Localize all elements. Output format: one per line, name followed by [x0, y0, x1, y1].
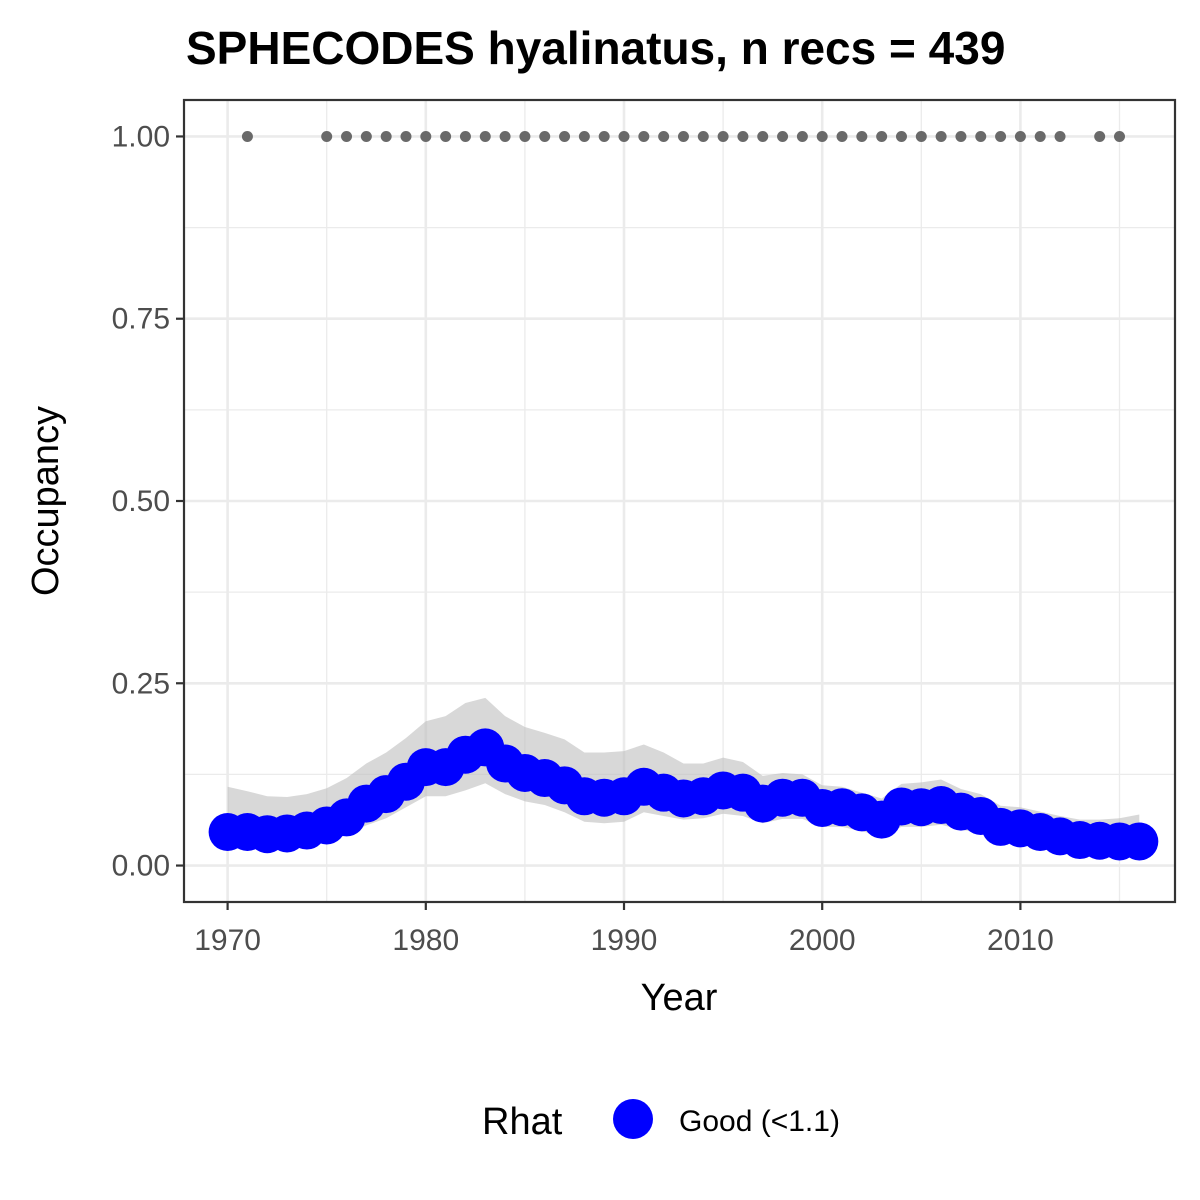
record-point: [459, 130, 471, 142]
record-point: [360, 130, 372, 142]
record-point: [1054, 130, 1066, 142]
legend-label-good: Good (<1.1): [679, 1105, 840, 1138]
record-point: [559, 130, 571, 142]
record-points-layer: [241, 130, 1126, 142]
record-point: [757, 130, 769, 142]
plot-panel: [182, 98, 1177, 904]
x-tick-label: 2010: [987, 924, 1054, 957]
record-point: [717, 130, 729, 142]
legend-title: Rhat: [482, 1101, 563, 1143]
occupancy-points-layer: [208, 728, 1159, 861]
y-tick-label: 0.00: [112, 850, 170, 883]
record-point: [638, 130, 650, 142]
record-point: [400, 130, 412, 142]
record-point: [995, 130, 1007, 142]
record-point: [321, 130, 333, 142]
legend: Rhat Good (<1.1): [482, 1099, 840, 1143]
record-point: [677, 130, 689, 142]
y-axis: 0.00 0.25 0.50 0.75 1.00: [112, 120, 184, 883]
record-point: [915, 130, 927, 142]
record-point: [241, 130, 253, 142]
record-point: [618, 130, 630, 142]
record-point: [440, 130, 452, 142]
record-point: [380, 130, 392, 142]
record-point: [816, 130, 828, 142]
record-point: [658, 130, 670, 142]
record-point: [856, 130, 868, 142]
record-point: [836, 130, 848, 142]
x-tick-label: 2000: [789, 924, 856, 957]
y-axis-title: Occupancy: [25, 406, 67, 596]
record-point: [499, 130, 511, 142]
record-point: [539, 130, 551, 142]
record-point: [796, 130, 808, 142]
x-tick-label: 1970: [194, 924, 261, 957]
record-point: [895, 130, 907, 142]
record-point: [777, 130, 789, 142]
x-axis: 1970 1980 1990 2000 2010: [194, 902, 1054, 957]
record-point: [737, 130, 749, 142]
record-point: [341, 130, 353, 142]
record-point: [519, 130, 531, 142]
y-tick-label: 0.50: [112, 485, 170, 518]
x-axis-title: Year: [641, 977, 718, 1019]
record-point: [1094, 130, 1106, 142]
record-point: [598, 130, 610, 142]
record-point: [1034, 130, 1046, 142]
x-tick-label: 1980: [392, 924, 459, 957]
occupancy-point: [1120, 822, 1159, 861]
record-point: [420, 130, 432, 142]
y-tick-label: 0.75: [112, 303, 170, 336]
record-point: [697, 130, 709, 142]
record-point: [1114, 130, 1126, 142]
y-tick-label: 0.25: [112, 667, 170, 700]
record-point: [1014, 130, 1026, 142]
y-tick-label: 1.00: [112, 120, 170, 153]
x-tick-label: 1990: [591, 924, 658, 957]
record-point: [935, 130, 947, 142]
record-point: [975, 130, 987, 142]
legend-key-good: [613, 1099, 653, 1139]
record-point: [578, 130, 590, 142]
chart-title: SPHECODES hyalinatus, n recs = 439: [186, 22, 1005, 74]
record-point: [876, 130, 888, 142]
record-point: [955, 130, 967, 142]
record-point: [479, 130, 491, 142]
